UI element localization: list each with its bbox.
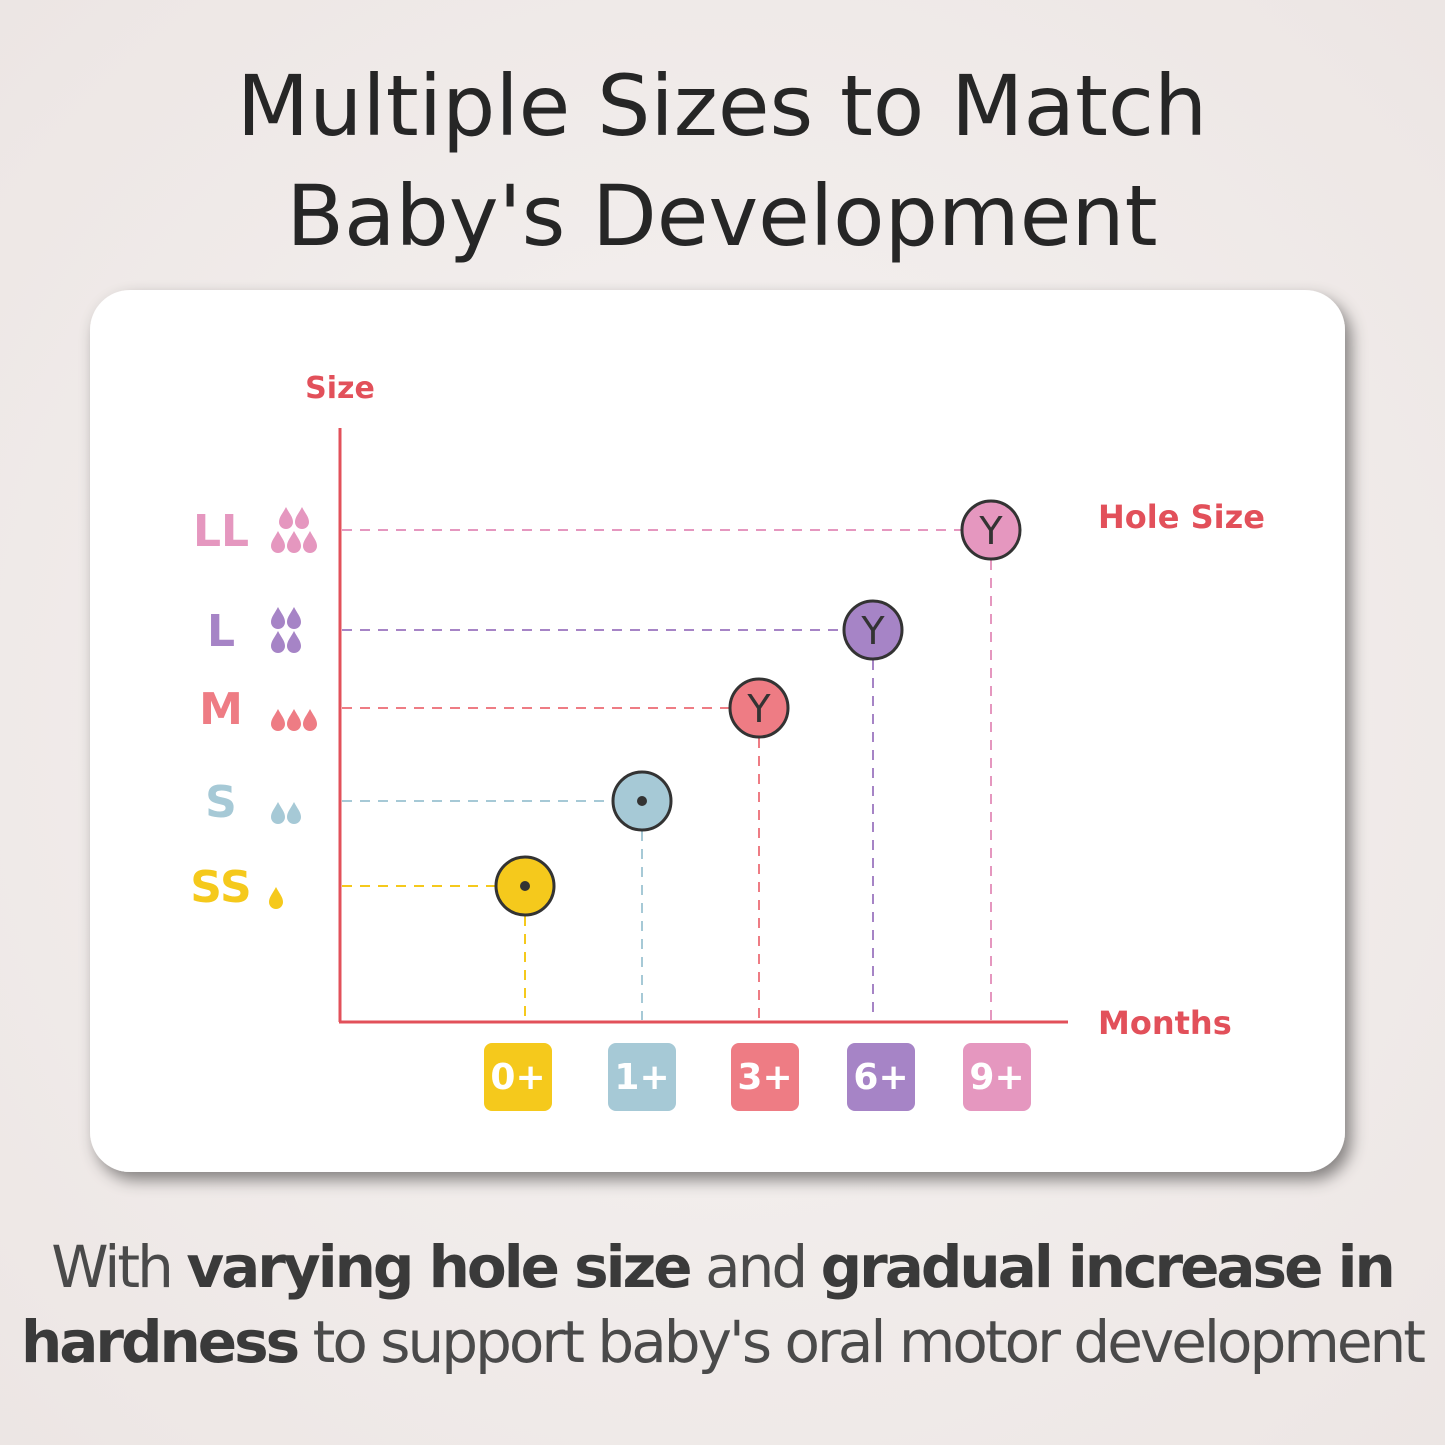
hole-type: Y: [978, 509, 1003, 553]
hole-circle: [728, 677, 790, 739]
size-label: M: [199, 684, 243, 735]
hole-type: Y: [860, 609, 885, 653]
hole-type: Y: [746, 687, 771, 731]
drop: [287, 607, 301, 629]
month-label: 3+: [737, 1057, 792, 1098]
drop: [287, 631, 301, 653]
month-label: 0+: [490, 1057, 545, 1098]
drop: [279, 507, 293, 529]
drop: [271, 631, 285, 653]
x-axis-label: Months: [1098, 1004, 1232, 1042]
drop: [287, 709, 301, 731]
month-label: 1+: [614, 1057, 669, 1098]
footer-segment: and: [690, 1233, 821, 1301]
size-label: S: [205, 777, 237, 828]
title-line: Baby's Development: [286, 167, 1157, 265]
footer-line: With varying hole size and gradual incre…: [51, 1233, 1393, 1301]
month-box: [608, 1043, 676, 1111]
footer-segment: gradual increase in: [821, 1233, 1393, 1301]
drop: [303, 709, 317, 731]
size-label: SS: [190, 862, 251, 913]
footer-segment: hardness: [21, 1308, 298, 1376]
card: [90, 290, 1345, 1172]
footer-segment: varying hole size: [186, 1233, 690, 1301]
drop: [271, 607, 285, 629]
drop: [269, 887, 283, 909]
hole-dot: [520, 881, 530, 891]
hole-dot: [637, 796, 647, 806]
drop: [271, 802, 285, 824]
month-box: [484, 1043, 552, 1111]
drop: [295, 507, 309, 529]
month-box: [847, 1043, 915, 1111]
drop: [303, 531, 317, 553]
footer-segment: to support baby's oral motor development: [297, 1308, 1425, 1376]
drop: [287, 531, 301, 553]
month-label: 9+: [969, 1057, 1024, 1098]
drop: [271, 709, 285, 731]
hole-circle: [960, 499, 1022, 561]
y-axis-label: Size: [305, 371, 375, 406]
title-line: Multiple Sizes to Match: [237, 57, 1208, 155]
month-box: [731, 1043, 799, 1111]
hole-label: Hole Size: [1098, 498, 1265, 536]
size-label: LL: [193, 506, 249, 557]
diagram: Size Months Hole Size SS 0+ S 1+ M Y 3+ L Y 6+ LL Y 9+: [190, 371, 1265, 1111]
hole-circle: [842, 599, 904, 661]
month-box: [963, 1043, 1031, 1111]
month-label: 6+: [853, 1057, 908, 1098]
drop: [271, 531, 285, 553]
footer-segment: With: [51, 1233, 186, 1301]
drop: [287, 802, 301, 824]
footer-line: hardness to support baby's oral motor de…: [21, 1308, 1425, 1376]
size-label: L: [207, 606, 235, 657]
